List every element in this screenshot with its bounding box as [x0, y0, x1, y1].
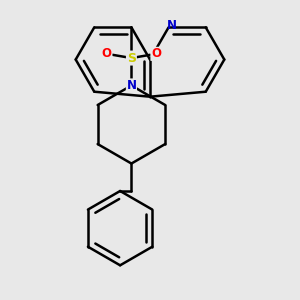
Text: N: N: [167, 19, 177, 32]
Text: N: N: [126, 79, 136, 92]
Text: O: O: [102, 47, 112, 60]
Text: O: O: [151, 47, 161, 60]
Text: S: S: [127, 52, 136, 64]
